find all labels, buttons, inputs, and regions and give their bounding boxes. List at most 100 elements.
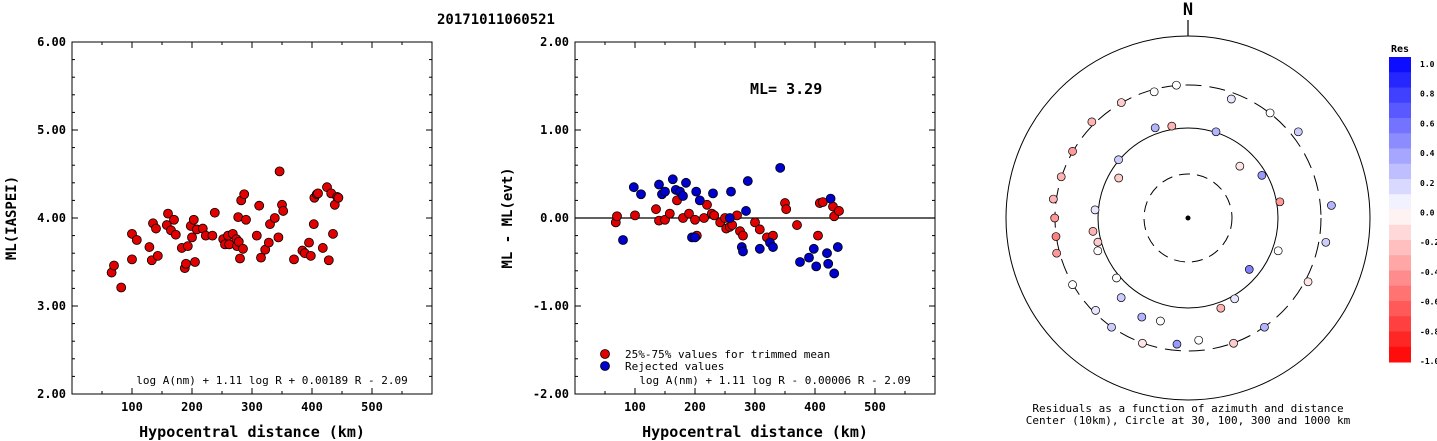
rejected-point (654, 179, 664, 190)
x-tick-label: 200 (181, 400, 203, 414)
trimmed-mean-point (702, 199, 712, 210)
data-point (263, 237, 274, 248)
colorbar-tick-label: 1.0 (1420, 60, 1435, 69)
colorbar-cell (1389, 346, 1411, 363)
chart1-formula: log A(nm) + 1.11 log R + 0.00189 R - 2.0… (136, 374, 408, 387)
data-point (188, 214, 199, 225)
data-point (278, 206, 289, 216)
data-point (169, 214, 179, 225)
y-tick-label: 1.00 (540, 123, 569, 137)
trimmed-mean-point (630, 210, 640, 221)
station-residual-point (1114, 155, 1123, 165)
colorbar-cell (1389, 331, 1411, 348)
data-point (144, 242, 155, 252)
x-tick-label: 400 (301, 400, 323, 414)
chart2-formula: log A(nm) + 1.11 log R - 0.00006 R - 2.0… (639, 374, 911, 387)
colorbar-cell (1389, 270, 1411, 287)
rejected-point (618, 235, 628, 245)
data-point (181, 258, 191, 269)
data-point (182, 241, 193, 252)
chart1-y-axis-label: ML(IASPEI) (4, 176, 20, 260)
ml-vs-distance-chart: 2.00 3.00 4.00 5.00 6.00 100 200 300 400 500 log… (4, 35, 433, 441)
data-point (317, 243, 328, 253)
colorbar-cell (1389, 240, 1411, 256)
outer-circle-1000km (1005, 35, 1371, 401)
data-point (109, 260, 119, 271)
data-point (308, 219, 319, 230)
station-residual-point (1293, 127, 1303, 137)
chart2-y-axis-label: ML - ML(evt) (500, 167, 516, 268)
y-tick-label: -1.00 (533, 299, 569, 313)
station-residual-point (1068, 147, 1077, 156)
station-residual-point (1093, 246, 1103, 256)
ml-residual-vs-distance-chart: -2.00 -1.00 0.00 1.00 2.00 100 200 300 400 500 M… (500, 35, 936, 441)
rejected-point (690, 232, 700, 243)
rejected-point (768, 242, 778, 252)
data-point (190, 257, 200, 267)
colorbar-tick-label: 0.0 (1420, 209, 1435, 218)
station-residual-point (1216, 303, 1226, 313)
station-residual-point (1088, 227, 1098, 236)
trimmed-mean-point (699, 213, 709, 223)
station-residual-point (1327, 201, 1336, 210)
rejected-point (691, 186, 702, 197)
trimmed-mean-point (834, 206, 844, 216)
station-residual-point (1211, 127, 1221, 137)
rejected-point (628, 182, 639, 193)
rejected-point (724, 213, 735, 223)
station-residual-point (1116, 98, 1126, 107)
y-tick-label: 3.00 (37, 299, 66, 313)
data-point (269, 213, 280, 223)
colorbar-cell (1389, 163, 1411, 180)
y-tick-label: -2.00 (533, 387, 569, 401)
rejected-point (811, 261, 822, 272)
north-label: N (1183, 0, 1193, 20)
data-point (256, 252, 266, 263)
circle-100km (1097, 127, 1279, 309)
colorbar-cell (1389, 102, 1411, 119)
station-residual-point (1091, 306, 1100, 315)
data-point (328, 228, 338, 239)
colorbar-tick-label: -0.4 (1420, 268, 1437, 277)
data-point (333, 192, 344, 203)
x-tick-label: 500 (361, 400, 383, 414)
colorbar-cell (1389, 209, 1411, 226)
x-tick-label: 300 (744, 400, 766, 414)
data-point (274, 166, 285, 177)
trimmed-mean-point (813, 230, 823, 241)
station-residual-point (1156, 316, 1165, 326)
station-residual-point (1137, 312, 1147, 322)
data-point (187, 232, 197, 243)
chart2-legend: 25%-75% values for trimmed mean Rejected… (600, 348, 830, 373)
colorbar-cell (1389, 57, 1411, 73)
colorbar-cell (1389, 72, 1411, 88)
station-residual-point (1051, 232, 1061, 241)
station-residual-point (1257, 170, 1267, 180)
rejected-point (823, 258, 834, 269)
station-residual-point (1112, 273, 1121, 283)
azimuth-residual-plot: N Residuals as a function of azimuth and… (1005, 0, 1371, 427)
colorbar-tick-label: -0.8 (1420, 327, 1437, 336)
data-point (170, 229, 181, 240)
colorbar-cell (1389, 316, 1411, 332)
rejected-point (804, 252, 814, 263)
trimmed-mean-point (664, 208, 675, 219)
polar-caption-line2: Center (10km), Circle at 30, 100, 300 an… (1026, 414, 1351, 427)
data-point (313, 188, 323, 199)
rejected-point (681, 177, 691, 188)
station-residual-point (1235, 161, 1245, 171)
data-point (207, 230, 218, 241)
station-residual-point (1087, 117, 1097, 127)
trimmed-mean-point (792, 220, 802, 230)
station-residual-point (1172, 339, 1182, 349)
station-residual-point (1244, 265, 1254, 274)
data-point (163, 208, 173, 219)
trimmed-mean-point (684, 208, 694, 219)
station-residual-point (1068, 280, 1077, 289)
x-tick-label: 100 (121, 400, 143, 414)
chart1-plot-frame (71, 41, 433, 395)
colorbar-cell (1389, 118, 1411, 134)
colorbar-cell (1389, 179, 1411, 195)
rejected-point (741, 206, 751, 216)
